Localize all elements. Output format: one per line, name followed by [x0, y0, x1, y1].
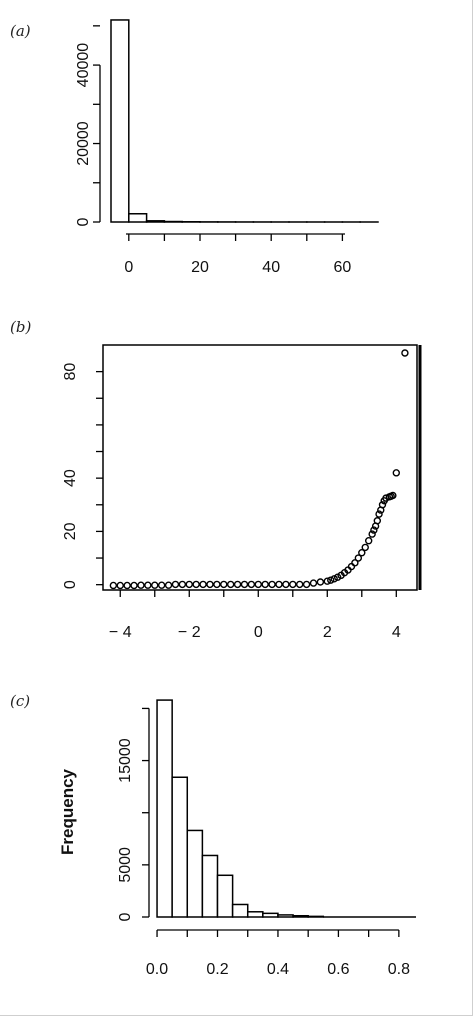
data-point [370, 526, 378, 534]
x-tick-label: − 4 [109, 624, 132, 641]
data-point [302, 580, 311, 589]
x-tick-label: 0.0 [146, 961, 168, 978]
data-point [261, 580, 269, 589]
data-point [123, 581, 131, 590]
data-point [226, 580, 235, 589]
data-point [130, 581, 138, 590]
histogram-bar [277, 914, 294, 918]
data-point [268, 580, 276, 589]
histogram-bar [201, 854, 219, 918]
x-tick-label: 0.8 [388, 961, 410, 978]
histogram-bar [292, 914, 309, 918]
x-tick-label: 0.6 [327, 961, 349, 978]
histogram-bar [156, 699, 173, 918]
data-point [254, 580, 262, 589]
data-point [164, 581, 173, 589]
panel-label-c: (c) [10, 692, 30, 710]
histogram-a: 0 20000 40000 0 20 40 60 [75, 19, 379, 276]
data-point [295, 580, 304, 589]
data-point [289, 580, 297, 589]
x-tick-label: 60 [334, 259, 352, 276]
x-tick-label: 0 [254, 624, 263, 641]
y-tick-label: 5000 [117, 847, 134, 883]
data-point [233, 580, 242, 589]
data-point [392, 469, 400, 477]
data-point [199, 580, 207, 589]
data-point [109, 581, 118, 590]
data-point [275, 580, 283, 589]
data-point [378, 501, 387, 509]
data-point [361, 543, 369, 552]
data-point [247, 580, 256, 589]
y-axis-title: Frequency [58, 768, 77, 855]
histogram-bar [307, 915, 325, 918]
data-point [323, 577, 331, 585]
data-point [282, 580, 290, 589]
data-point [347, 562, 356, 571]
data-point [206, 580, 214, 589]
data-point [316, 578, 325, 586]
y-tick-label: 80 [62, 363, 79, 381]
data-point [171, 580, 180, 589]
histogram-bar [246, 911, 264, 918]
histogram-bar [231, 903, 249, 918]
data-point [309, 579, 318, 587]
x-tick-label: 20 [191, 259, 209, 276]
data-point [116, 581, 124, 590]
data-point [401, 349, 409, 357]
panel-label-b: (b) [10, 318, 31, 336]
x-tick-label: − 2 [178, 624, 201, 641]
histogram-bar [171, 776, 189, 918]
y-tick-label: 0 [62, 580, 79, 589]
data-point [368, 530, 376, 538]
data-point [220, 580, 228, 589]
qq-plot-b: 0 20 40 80 − 4 − 2 0 2 4 [62, 344, 422, 641]
data-point [354, 554, 363, 562]
x-tick-label: 0 [124, 259, 133, 276]
data-point [330, 575, 338, 583]
x-tick-label: 40 [262, 259, 280, 276]
y-tick-label: 40 [62, 469, 79, 487]
plot-frame [102, 344, 418, 591]
y-tick-label: 40000 [75, 43, 92, 88]
histogram-bar [262, 912, 279, 918]
data-point [185, 580, 193, 589]
y-tick-label: 15000 [117, 738, 134, 783]
y-tick-label: 0 [117, 912, 134, 921]
histogram-c: 0 5000 15000 Frequency 0.0 0.2 0.4 0.6 0.8 [58, 699, 416, 978]
data-point [375, 510, 383, 518]
x-tick-label: 2 [323, 624, 332, 641]
y-tick-label: 20 [62, 522, 79, 540]
histogram-bar [145, 220, 166, 223]
data-point [358, 549, 366, 557]
data-point [151, 581, 159, 589]
data-point [144, 581, 152, 589]
data-point [137, 581, 145, 589]
x-tick-label: 4 [392, 624, 401, 641]
data-point [213, 580, 221, 589]
histogram-bar [110, 19, 130, 223]
histogram-bar [216, 874, 234, 918]
y-tick-label: 0 [75, 217, 92, 226]
histogram-bar [186, 829, 204, 918]
data-point [389, 491, 397, 500]
data-point [240, 580, 249, 589]
data-point [327, 576, 335, 584]
histogram-bar [128, 213, 148, 223]
x-tick-label: 0.2 [206, 961, 228, 978]
data-point [351, 559, 359, 567]
data-point [178, 580, 187, 589]
data-point [192, 580, 200, 589]
panel-label-a: (a) [10, 22, 31, 40]
x-tick-label: 0.4 [267, 961, 289, 978]
data-point [157, 581, 166, 589]
y-tick-label: 20000 [75, 121, 92, 166]
data-point [373, 517, 382, 525]
data-point [364, 537, 373, 545]
